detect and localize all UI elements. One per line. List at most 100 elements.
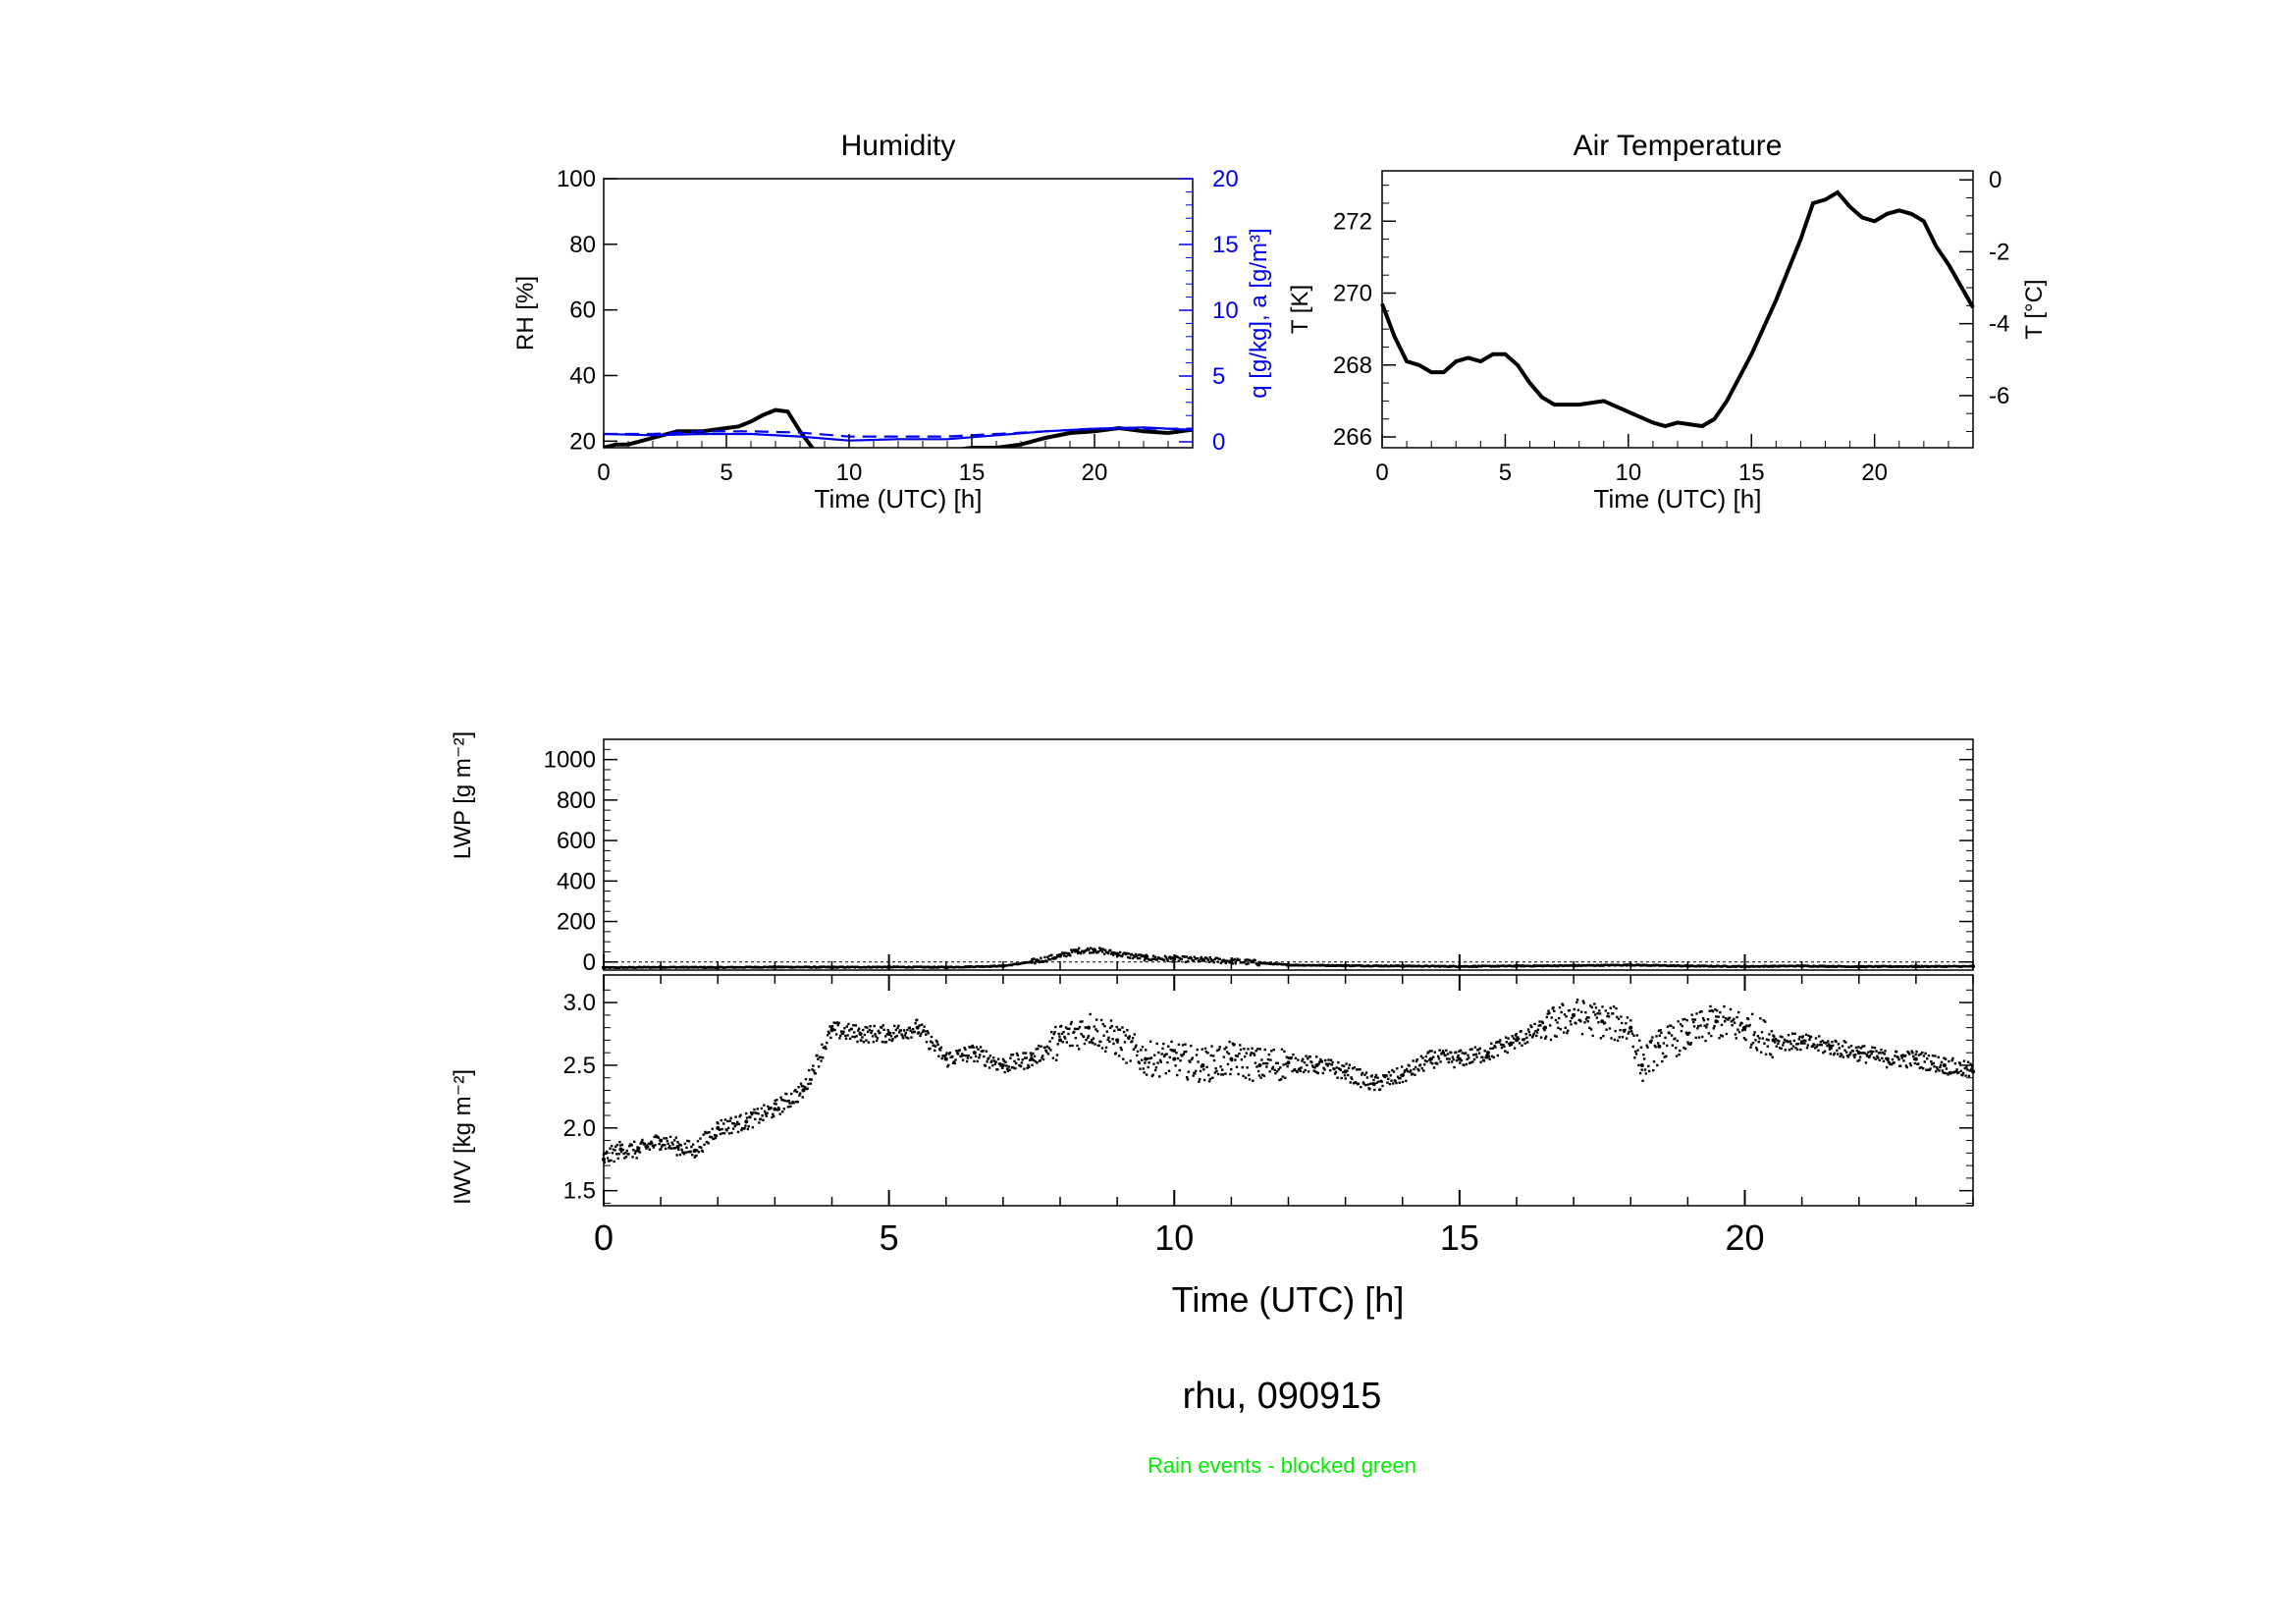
iwv-point bbox=[1073, 1030, 1076, 1034]
iwv-point bbox=[1020, 1061, 1024, 1064]
iwv-point bbox=[1165, 1053, 1168, 1055]
iwv-point bbox=[1774, 1038, 1778, 1041]
iwv-point bbox=[862, 1028, 865, 1032]
iwv-point bbox=[806, 1087, 809, 1090]
iwv-point bbox=[611, 1144, 614, 1148]
iwv-point bbox=[1177, 1043, 1181, 1047]
iwv-point bbox=[726, 1126, 730, 1130]
iwv-point bbox=[973, 1059, 976, 1063]
lwp-point bbox=[1177, 959, 1181, 962]
iwv-point bbox=[1284, 1076, 1287, 1080]
iwv-point bbox=[956, 1053, 960, 1055]
iwv-point bbox=[1041, 1057, 1045, 1061]
iwv-point bbox=[1395, 1081, 1398, 1085]
iwv-point bbox=[1048, 1040, 1051, 1043]
lwp-point bbox=[1150, 957, 1154, 960]
iwv-point bbox=[947, 1063, 950, 1067]
iwv-point bbox=[1210, 1045, 1213, 1048]
iwv-point bbox=[1052, 1032, 1055, 1036]
iwv-point bbox=[667, 1142, 669, 1146]
iwv-point bbox=[1547, 1009, 1550, 1012]
iwv-point bbox=[1056, 1043, 1060, 1046]
iwv-point bbox=[1624, 1028, 1627, 1032]
iwv-point bbox=[930, 1035, 934, 1039]
iwv-point bbox=[1414, 1073, 1416, 1076]
iwv-point bbox=[1474, 1053, 1477, 1056]
iwv-point bbox=[1084, 1026, 1087, 1029]
iwv-point bbox=[1661, 1059, 1664, 1063]
lwp-point bbox=[1077, 951, 1080, 955]
iwv-point bbox=[697, 1151, 701, 1154]
iwv-point bbox=[1930, 1062, 1934, 1066]
iwv-point bbox=[1337, 1060, 1340, 1064]
air-temperature-y-tick-label: 268 bbox=[1333, 352, 1372, 379]
iwv-point bbox=[945, 1052, 948, 1055]
iwv-point bbox=[1262, 1074, 1266, 1077]
iwv-point bbox=[952, 1060, 956, 1063]
iwv-point bbox=[1804, 1039, 1807, 1043]
iwv-point bbox=[1659, 1029, 1662, 1032]
iwv-point bbox=[1971, 1069, 1975, 1074]
iwv-point bbox=[1164, 1071, 1167, 1075]
lwp-x-ticks bbox=[603, 954, 1974, 970]
iwv-point bbox=[1599, 1037, 1603, 1040]
iwv-point bbox=[631, 1156, 634, 1159]
iwv-point bbox=[938, 1049, 942, 1052]
iwv-point bbox=[838, 1037, 841, 1040]
iwv-point bbox=[1735, 1015, 1738, 1019]
iwv-point bbox=[1562, 1031, 1566, 1034]
iwv-point bbox=[1556, 1021, 1559, 1024]
iwv-point bbox=[727, 1132, 731, 1135]
iwv-point bbox=[774, 1099, 776, 1103]
iwv-point bbox=[1142, 1067, 1145, 1070]
iwv-point bbox=[1764, 1053, 1768, 1055]
iwv-point bbox=[881, 1040, 884, 1044]
iwv-x-tick-label: 10 bbox=[1154, 1217, 1194, 1258]
iwv-point bbox=[1542, 1027, 1545, 1030]
iwv-point bbox=[880, 1026, 883, 1029]
iwv-point bbox=[1754, 1039, 1757, 1042]
lwp-point bbox=[1228, 961, 1231, 964]
iwv-point bbox=[1319, 1057, 1322, 1061]
iwv-point bbox=[1002, 1059, 1006, 1062]
iwv-point bbox=[651, 1144, 655, 1148]
iwv-point bbox=[695, 1149, 699, 1152]
iwv-point bbox=[1741, 1026, 1745, 1029]
iwv-point bbox=[1117, 1028, 1120, 1031]
iwv-point bbox=[1243, 1047, 1246, 1051]
lwp-point bbox=[1155, 958, 1159, 961]
lwp-point bbox=[1127, 952, 1131, 955]
lwp-point bbox=[1083, 951, 1086, 954]
iwv-point bbox=[781, 1099, 785, 1102]
iwv-point bbox=[1571, 1016, 1574, 1020]
lwp-point bbox=[1065, 954, 1068, 958]
iwv-point bbox=[763, 1104, 766, 1107]
lwp-point bbox=[1133, 955, 1137, 958]
iwv-point bbox=[1939, 1063, 1943, 1067]
iwv-point bbox=[1107, 1036, 1110, 1039]
iwv-point bbox=[1129, 1059, 1132, 1062]
iwv-point bbox=[1805, 1047, 1809, 1050]
iwv-point bbox=[1927, 1054, 1931, 1057]
iwv-point bbox=[682, 1153, 686, 1156]
iwv-point bbox=[1044, 1049, 1047, 1053]
iwv-point bbox=[1304, 1068, 1307, 1072]
iwv-point bbox=[1104, 1046, 1108, 1050]
iwv-point bbox=[1794, 1047, 1797, 1050]
iwv-point bbox=[788, 1102, 791, 1105]
iwv-point bbox=[1344, 1077, 1347, 1080]
iwv-point bbox=[1947, 1073, 1949, 1076]
iwv-point bbox=[796, 1101, 799, 1104]
iwv-point bbox=[900, 1033, 903, 1036]
iwv-point bbox=[1746, 1017, 1750, 1021]
iwv-point bbox=[673, 1146, 677, 1150]
iwv-point bbox=[848, 1037, 852, 1041]
iwv-point bbox=[1060, 1032, 1064, 1035]
iwv-point bbox=[651, 1142, 654, 1145]
iwv-point bbox=[1730, 1020, 1734, 1023]
iwv-point bbox=[868, 1028, 871, 1032]
air-temperature-y-tick-right-label: -4 bbox=[1989, 311, 2009, 338]
iwv-point bbox=[1248, 1073, 1251, 1077]
iwv-point bbox=[1897, 1057, 1900, 1061]
